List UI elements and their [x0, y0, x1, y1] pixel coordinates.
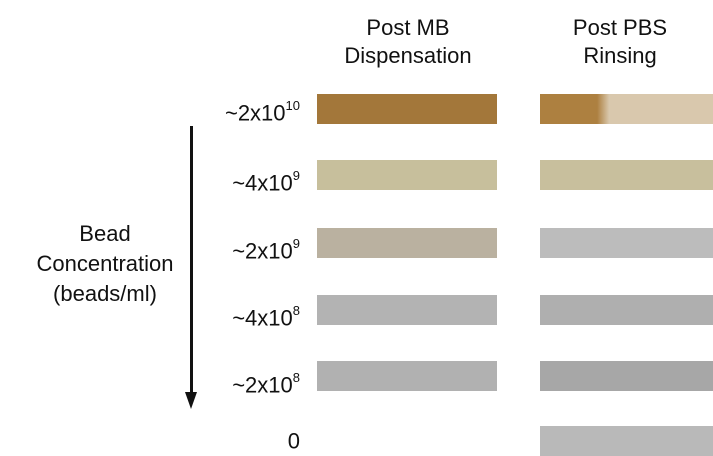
strip-mb: [317, 361, 497, 391]
axis-title-bead-concentration: Bead Concentration (beads/ml): [0, 219, 210, 309]
concentration-label: ~2x1010: [190, 95, 300, 126]
concentration-label-base: ~4x10: [232, 170, 293, 196]
header-post-mb-dispensation: Post MB Dispensation: [318, 14, 498, 70]
concentration-label-base: ~2x10: [232, 372, 293, 398]
axis-title-line2: Concentration: [36, 251, 174, 276]
strip-mb: [317, 228, 497, 258]
concentration-label: ~2x109: [190, 233, 300, 264]
header-post-pbs-rinsing: Post PBS Rinsing: [530, 14, 710, 70]
strip-mb: [317, 426, 497, 456]
concentration-label-exponent: 9: [292, 236, 300, 251]
concentration-label: ~2x108: [190, 367, 300, 398]
concentration-label-base: ~4x10: [232, 305, 293, 331]
concentration-label-base: 0: [287, 428, 300, 454]
concentration-label-exponent: 8: [292, 370, 300, 385]
concentration-arrow-head-icon: [185, 392, 197, 409]
strip-pbs: [540, 228, 713, 258]
concentration-label: 0: [190, 423, 300, 454]
strip-pbs: [540, 295, 713, 325]
strip-mb: [317, 94, 497, 124]
axis-title-line1: Bead: [79, 221, 131, 246]
strip-pbs: [540, 361, 713, 391]
concentration-label-base: ~2x10: [224, 100, 286, 126]
axis-title-line3: (beads/ml): [53, 281, 157, 306]
concentration-label-exponent: 10: [285, 98, 300, 113]
strip-pbs: [540, 94, 713, 124]
strip-mb: [317, 160, 497, 190]
concentration-label-exponent: 8: [292, 303, 300, 318]
concentration-label: ~4x108: [190, 300, 300, 331]
header-pbs-line1: Post PBS: [572, 15, 668, 40]
concentration-label: ~4x109: [190, 165, 300, 196]
header-mb-line1: Post MB: [366, 15, 450, 40]
header-mb-line2: Dispensation: [344, 43, 472, 68]
concentration-label-exponent: 9: [292, 168, 300, 183]
strip-pbs: [540, 426, 713, 456]
concentration-arrow-shaft: [190, 126, 193, 394]
strip-mb: [317, 295, 497, 325]
concentration-label-base: ~2x10: [232, 238, 293, 264]
strip-pbs: [540, 160, 713, 190]
header-pbs-line2: Rinsing: [583, 43, 657, 68]
